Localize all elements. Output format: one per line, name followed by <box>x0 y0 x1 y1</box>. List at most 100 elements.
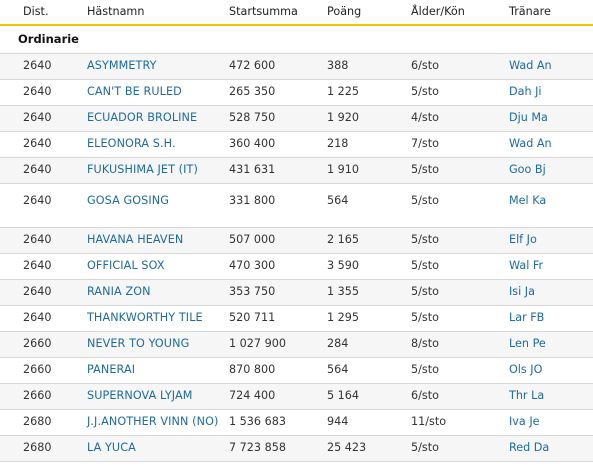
table-row: 2660 SUPERNOVA LYJAM 724 400 5 164 6/sto… <box>0 384 593 410</box>
horse-name-link[interactable]: PANERAI <box>87 363 136 376</box>
cell-age: 5/sto <box>411 259 439 272</box>
cell-dist: 2640 <box>23 311 52 324</box>
cell-start: 1 536 683 <box>229 415 286 428</box>
horse-name-link[interactable]: THANKWORTHY TILE <box>87 311 203 324</box>
cell-points: 1 355 <box>327 285 360 298</box>
cell-age: 5/sto <box>411 233 439 246</box>
trainer-link[interactable]: Wad An <box>509 137 552 150</box>
cell-start: 528 750 <box>229 111 276 124</box>
section-title: Ordinarie <box>18 32 79 46</box>
table-row: 2640 HAVANA HEAVEN 507 000 2 165 5/sto E… <box>0 228 593 254</box>
cell-age: 7/sto <box>411 137 439 150</box>
table-row: 2640 ELEONORA S.H. 360 400 218 7/sto Wad… <box>0 132 593 158</box>
horse-name-link[interactable]: CAN'T BE RULED <box>87 85 182 98</box>
trainer-link[interactable]: Red Da <box>509 441 550 454</box>
trainer-link[interactable]: Dju Ma <box>509 111 548 124</box>
trainer-link[interactable]: Goo Bj <box>509 163 546 176</box>
table-row: 2660 PANERAI 870 800 564 5/sto Ols JO <box>0 358 593 384</box>
cell-start: 507 000 <box>229 233 276 246</box>
column-header-age[interactable]: Ålder/Kön <box>411 5 465 18</box>
horse-name-link[interactable]: ECUADOR BROLINE <box>87 111 198 124</box>
cell-points: 5 164 <box>327 389 360 402</box>
cell-dist: 2680 <box>23 441 52 454</box>
cell-dist: 2660 <box>23 389 52 402</box>
cell-points: 284 <box>327 337 349 350</box>
cell-points: 218 <box>327 137 349 150</box>
cell-age: 5/sto <box>411 194 439 207</box>
cell-start: 7 723 858 <box>229 441 286 454</box>
cell-start: 470 300 <box>229 259 276 272</box>
cell-dist: 2640 <box>23 111 52 124</box>
table-row: 2640 GOSA GOSING 331 800 564 5/sto Mel K… <box>0 184 593 228</box>
cell-points: 25 423 <box>327 441 367 454</box>
cell-age: 5/sto <box>411 311 439 324</box>
cell-age: 5/sto <box>411 85 439 98</box>
cell-start: 472 600 <box>229 59 276 72</box>
cell-points: 944 <box>327 415 349 428</box>
horse-name-link[interactable]: NEVER TO YOUNG <box>87 337 190 350</box>
cell-points: 564 <box>327 363 349 376</box>
trainer-link[interactable]: Ols JO <box>509 363 543 376</box>
cell-start: 265 350 <box>229 85 276 98</box>
horse-name-link[interactable]: OFFICIAL SOX <box>87 259 165 272</box>
horse-name-link[interactable]: ASYMMETRY <box>87 59 157 72</box>
column-header-name[interactable]: Hästnamn <box>87 5 145 18</box>
cell-start: 870 800 <box>229 363 276 376</box>
cell-start: 360 400 <box>229 137 276 150</box>
cell-age: 6/sto <box>411 389 439 402</box>
table-row: 2640 FUKUSHIMA JET (IT) 431 631 1 910 5/… <box>0 158 593 184</box>
trainer-link[interactable]: Elf Jo <box>509 233 537 246</box>
table-row: 2680 J.J.ANOTHER VINN (NO) 1 536 683 944… <box>0 410 593 436</box>
trainer-link[interactable]: Isi Ja <box>509 285 535 298</box>
cell-dist: 2640 <box>23 259 52 272</box>
cell-dist: 2640 <box>23 163 52 176</box>
cell-dist: 2660 <box>23 337 52 350</box>
trainer-link[interactable]: Dah Ji <box>509 85 542 98</box>
trainer-link[interactable]: Len Pe <box>509 337 546 350</box>
cell-age: 5/sto <box>411 285 439 298</box>
column-header-dist[interactable]: Dist. <box>23 5 49 18</box>
trainer-link[interactable]: Mel Ka <box>509 194 547 207</box>
trainer-link[interactable]: Iva Je <box>509 415 540 428</box>
cell-points: 388 <box>327 59 349 72</box>
horse-name-link[interactable]: SUPERNOVA LYJAM <box>87 389 193 402</box>
table-row: 2640 ECUADOR BROLINE 528 750 1 920 4/sto… <box>0 106 593 132</box>
column-header-start[interactable]: Startsumma <box>229 5 298 18</box>
horse-name-link[interactable]: J.J.ANOTHER VINN (NO) <box>87 415 219 428</box>
table-row: 2680 LA YUCA 7 723 858 25 423 5/sto Red … <box>0 436 593 462</box>
trainer-link[interactable]: Lar FB <box>509 311 545 324</box>
cell-dist: 2680 <box>23 415 52 428</box>
trainer-link[interactable]: Thr La <box>509 389 545 402</box>
table-row: 2640 CAN'T BE RULED 265 350 1 225 5/sto … <box>0 80 593 106</box>
cell-age: 5/sto <box>411 363 439 376</box>
cell-age: 11/sto <box>411 415 447 428</box>
table-row: 2660 NEVER TO YOUNG 1 027 900 284 8/sto … <box>0 332 593 358</box>
horse-name-link[interactable]: LA YUCA <box>87 441 136 454</box>
cell-age: 4/sto <box>411 111 439 124</box>
cell-dist: 2640 <box>23 85 52 98</box>
cell-dist: 2640 <box>23 233 52 246</box>
table-row: 2640 RANIA ZON 353 750 1 355 5/sto Isi J… <box>0 280 593 306</box>
horse-name-link[interactable]: RANIA ZON <box>87 285 151 298</box>
horse-name-link[interactable]: GOSA GOSING <box>87 194 170 207</box>
trainer-link[interactable]: Wad An <box>509 59 552 72</box>
column-header-points[interactable]: Poäng <box>327 5 362 18</box>
cell-points: 1 295 <box>327 311 360 324</box>
table-header: Dist. Hästnamn Startsumma Poäng Ålder/Kö… <box>0 0 593 26</box>
horse-name-link[interactable]: ELEONORA S.H. <box>87 137 176 150</box>
horse-name-link[interactable]: FUKUSHIMA JET (IT) <box>87 163 198 176</box>
cell-dist: 2640 <box>23 194 52 207</box>
cell-dist: 2660 <box>23 363 52 376</box>
cell-age: 5/sto <box>411 163 439 176</box>
cell-age: 6/sto <box>411 59 439 72</box>
horse-name-link[interactable]: HAVANA HEAVEN <box>87 233 184 246</box>
cell-start: 520 711 <box>229 311 276 324</box>
trainer-link[interactable]: Wal Fr <box>509 259 544 272</box>
cell-points: 1 225 <box>327 85 360 98</box>
cell-points: 1 910 <box>327 163 360 176</box>
cell-start: 353 750 <box>229 285 276 298</box>
column-header-trainer[interactable]: Tränare <box>509 5 551 18</box>
cell-dist: 2640 <box>23 59 52 72</box>
cell-start: 1 027 900 <box>229 337 286 350</box>
